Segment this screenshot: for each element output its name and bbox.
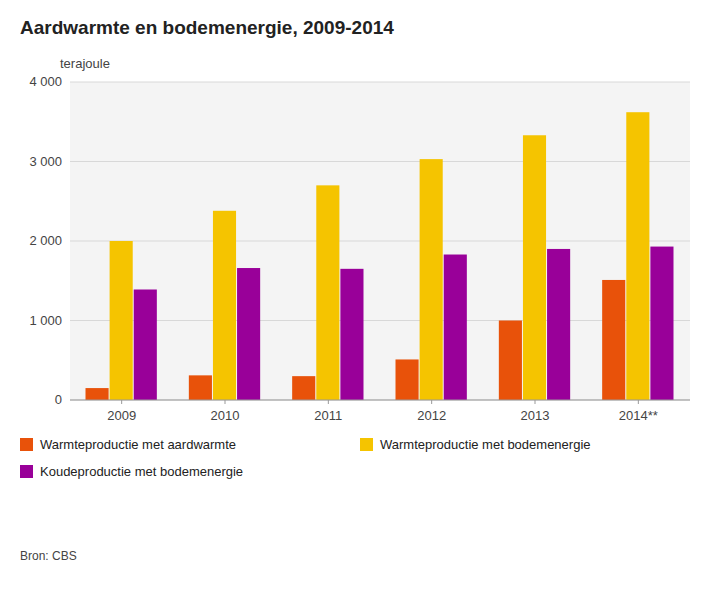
bar (213, 211, 236, 400)
bar (134, 289, 157, 400)
y-tick-label: 1 000 (29, 313, 62, 328)
y-tick-label: 0 (55, 392, 62, 407)
bar (650, 247, 673, 400)
x-tick (431, 400, 432, 404)
bar (237, 268, 260, 400)
bars (86, 112, 674, 400)
grid-line (70, 400, 690, 401)
plot-background (70, 82, 690, 400)
legend: Warmteproductie met aardwarmte Warmteprod… (20, 437, 591, 479)
bar (523, 135, 546, 400)
bar (444, 255, 467, 400)
y-tick-label: 2 000 (29, 233, 62, 248)
x-tick-label: 2011 (314, 408, 342, 423)
bar (602, 280, 625, 400)
legend-label: Warmteproductie met aardwarmte (40, 437, 236, 452)
y-axis: 0 1 000 2 000 3 000 4 000 (29, 74, 690, 407)
x-tick (121, 400, 122, 404)
bar (499, 321, 522, 401)
x-tick-label: 2010 (211, 408, 240, 423)
bar (110, 241, 133, 400)
bar (396, 359, 419, 400)
x-tick (535, 400, 536, 404)
x-tick (225, 400, 226, 404)
grid-line (70, 320, 690, 321)
bar (420, 159, 443, 400)
y-axis-label: terajoule (60, 56, 110, 71)
x-axis: 2009 2010 2011 2012 2013 2014** (107, 400, 658, 423)
source: Bron: CBS (20, 549, 77, 563)
bar (189, 375, 212, 400)
bar (626, 112, 649, 400)
x-tick (638, 400, 639, 404)
x-axis-line (70, 400, 690, 401)
legend-swatch (20, 465, 33, 478)
grid-line (70, 161, 690, 162)
title: Aardwarmte en bodemenergie, 2009-2014 (20, 17, 394, 38)
legend-swatch (20, 438, 33, 451)
x-tick (328, 400, 329, 404)
x-tick-label: 2012 (417, 408, 446, 423)
y-tick-label: 3 000 (29, 154, 62, 169)
x-tick-label: 2014** (619, 408, 658, 423)
grid-line (70, 241, 690, 242)
x-tick-label: 2013 (521, 408, 550, 423)
bar (340, 269, 363, 400)
bar (316, 185, 339, 400)
y-tick-label: 4 000 (29, 74, 62, 89)
bar (292, 376, 315, 400)
bar (547, 249, 570, 400)
chart: Aardwarmte en bodemenergie, 2009-2014 ter… (0, 0, 707, 597)
bar (86, 388, 109, 400)
legend-swatch (360, 438, 373, 451)
legend-label: Koudeproductie met bodemenergie (40, 464, 243, 479)
legend-label: Warmteproductie met bodemenergie (380, 437, 591, 452)
grid-line (70, 82, 690, 83)
x-tick-label: 2009 (107, 408, 136, 423)
